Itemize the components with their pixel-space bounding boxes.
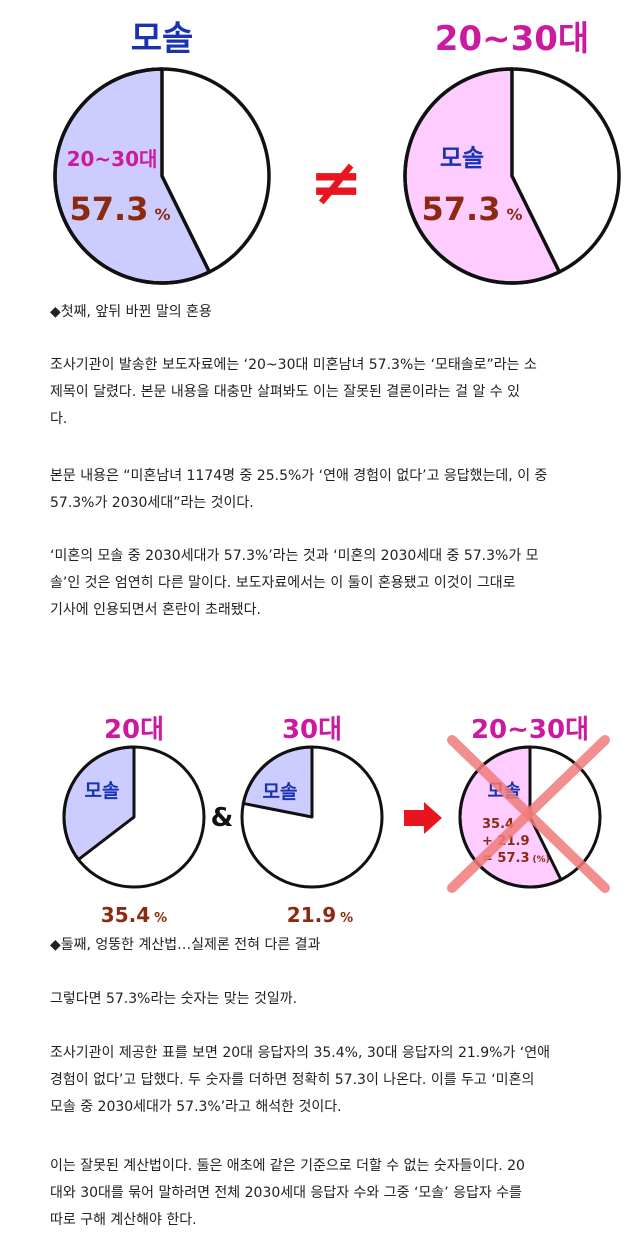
pie-4-value-label: 21.9% xyxy=(287,903,353,927)
figure-2-svg: 20대 모솔 35.4% & 30대 모솔 21.9% 20~30대 모솔 35… xyxy=(62,715,610,927)
pie-4-unit: % xyxy=(340,911,353,926)
pie-outline xyxy=(62,745,206,889)
section-1-paragraph-1: 조사기관이 발송한 보도자료에는 ‘20~30대 미혼남녀 57.3%는 ‘모태… xyxy=(50,352,620,433)
pie-1-slice-label: 20~30대 xyxy=(67,147,158,171)
text-line: 조사기관이 제공한 표를 보면 20대 응답자의 35.4%, 30대 응답자의… xyxy=(50,1045,550,1061)
cross-stroke xyxy=(447,735,610,893)
pie-2-unit: % xyxy=(506,205,522,224)
pie-1-title: 모솔 xyxy=(131,19,194,59)
pie-4-title: 30대 xyxy=(282,715,342,745)
text-line: 솔’인 것은 엄연히 다른 말이다. 보도자료에서는 이 둘이 혼용됐고 이것이… xyxy=(50,575,516,591)
section-1-paragraph-2: 본문 내용은 “미혼남녀 1174명 중 25.5%가 ‘연애 경험이 없다’고… xyxy=(50,463,620,517)
pie-1 xyxy=(53,67,271,285)
text-line: 본문 내용은 “미혼남녀 1174명 중 25.5%가 ‘연애 경험이 없다’고… xyxy=(50,468,548,484)
pie-5-annotation-total: = 57.3 xyxy=(482,851,530,866)
pie-3-value-label: 35.4% xyxy=(101,903,167,927)
pie-3-unit: % xyxy=(154,911,167,926)
text-line: 그렇다면 57.3%라는 숫자는 맞는 것일까. xyxy=(50,991,298,1007)
section-2-paragraph-3: 이는 잘못된 계산법이다. 둘은 애초에 같은 기준으로 더할 수 없는 숫자들… xyxy=(50,1153,620,1234)
pie-outline xyxy=(403,67,621,285)
text-line: 대와 30대를 묶어 말하려면 전체 2030세대 응답자 수와 그중 ‘모솔’… xyxy=(50,1185,522,1201)
not-equal-symbol: ≠ xyxy=(309,146,363,220)
text-line: 따로 구해 계산해야 한다. xyxy=(50,1212,197,1228)
pie-2-title: 20~30대 xyxy=(435,19,589,59)
text-line: 다. xyxy=(50,411,68,427)
arrow-right-icon xyxy=(404,802,442,834)
ampersand-symbol: & xyxy=(211,803,234,833)
figure-1: 모솔 20~30대 57.3% ≠ 20~30대 모솔 57.3% xyxy=(0,0,640,300)
text-line: 57.3%가 2030세대”라는 것이다. xyxy=(50,495,254,511)
pie-5-annotation-unit: (%) xyxy=(533,855,550,865)
pie-3-value: 35.4 xyxy=(101,903,150,927)
pie-5-annotation-line: 35.4 xyxy=(482,817,514,832)
pie-1-value-label: 57.3% xyxy=(70,190,171,228)
pie-outline xyxy=(240,745,384,889)
text-line: 조사기관이 발송한 보도자료에는 ‘20~30대 미혼남녀 57.3%는 ‘모태… xyxy=(50,357,537,373)
text-line: 이는 잘못된 계산법이다. 둘은 애초에 같은 기준으로 더할 수 없는 숫자들… xyxy=(50,1158,525,1174)
pie-2-slice-label: 모솔 xyxy=(440,144,484,172)
pie-2-value-label: 57.3% xyxy=(422,190,523,228)
pie-5-title: 20~30대 xyxy=(471,715,589,745)
pie-outline xyxy=(458,745,602,889)
pie-3-slice-label: 모솔 xyxy=(85,780,120,802)
pie-2 xyxy=(403,67,621,285)
text-line: 경험이 없다’고 답했다. 두 숫자를 더하면 정확히 57.3이 나온다. 이… xyxy=(50,1072,535,1088)
text-line: 제목이 달렸다. 본문 내용을 대충만 살펴봐도 이는 잘못된 결론이라는 걸 … xyxy=(50,384,521,400)
pie-5-annotation-line: = 57.3 (%) xyxy=(482,851,550,866)
text-line: 기사에 인용되면서 혼란이 초래됐다. xyxy=(50,602,261,618)
section-1-caption: ◆첫째, 앞뒤 바뀐 말의 혼용 xyxy=(50,304,212,320)
pie-outline xyxy=(53,67,271,285)
section-1-paragraph-3: ‘미혼의 모솔 중 2030세대가 57.3%’라는 것과 ‘미혼의 2030세… xyxy=(50,543,620,624)
pie-4-slice-label: 모솔 xyxy=(263,781,298,803)
section-2-paragraph-2: 조사기관이 제공한 표를 보면 20대 응답자의 35.4%, 30대 응답자의… xyxy=(50,1040,620,1121)
text-line: ‘미혼의 모솔 중 2030세대가 57.3%’라는 것과 ‘미혼의 2030세… xyxy=(50,548,539,564)
pie-4 xyxy=(240,745,384,889)
section-2-paragraph-1: 그렇다면 57.3%라는 숫자는 맞는 것일까. xyxy=(50,986,620,1013)
pie-3-title: 20대 xyxy=(104,715,164,745)
section-2-caption: ◆둘째, 엉뚱한 계산법…실제론 전혀 다른 결과 xyxy=(50,937,321,953)
pie-4-value: 21.9 xyxy=(287,903,336,927)
pie-1-value: 57.3 xyxy=(70,190,149,228)
text-line: 모솔 중 2030세대가 57.3%’라고 해석한 것이다. xyxy=(50,1099,342,1115)
pie-2-value: 57.3 xyxy=(422,190,501,228)
pie-1-unit: % xyxy=(154,205,170,224)
figure-1-svg: 모솔 20~30대 57.3% ≠ 20~30대 모솔 57.3% xyxy=(53,19,621,285)
figure-2: 20대 모솔 35.4% & 30대 모솔 21.9% 20~30대 모솔 35… xyxy=(0,700,640,940)
pie-3 xyxy=(62,745,206,889)
cross-out-mark xyxy=(447,735,610,893)
